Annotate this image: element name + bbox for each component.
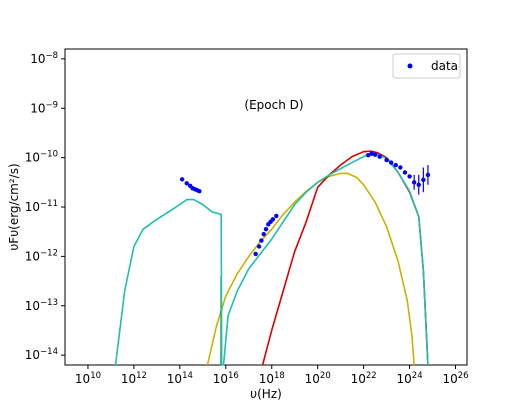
x-tick-label: 1020 (305, 371, 331, 386)
y-tick-label: 10−14 (25, 347, 58, 362)
x-tick-label: 1016 (213, 371, 239, 386)
plot-frame (64, 48, 468, 366)
data-point (377, 154, 382, 159)
x-tick-label: 1018 (259, 371, 285, 386)
data-point (184, 181, 189, 186)
model-curve (261, 150, 429, 366)
legend: data (392, 53, 461, 79)
y-tick-label: 10−11 (25, 199, 58, 214)
data-point (398, 165, 403, 170)
data-point (179, 177, 185, 182)
legend-label: data (431, 59, 458, 73)
axis-ticks: 1010 1012 1014 1016 1018 1020 1022 1024 1026 10−1… (25, 51, 469, 386)
x-tick-label: 1014 (167, 371, 193, 386)
data-point (407, 174, 412, 179)
data-point (393, 162, 398, 168)
x-tick-label: 1010 (75, 371, 101, 386)
data-point (366, 152, 371, 158)
data-point (270, 217, 276, 222)
x-tick-label: 1022 (351, 371, 377, 386)
data-point (402, 170, 408, 175)
y-tick-label: 10−12 (25, 248, 58, 263)
x-tick-label: 1026 (442, 371, 468, 386)
data-point (256, 244, 262, 249)
model-curve (206, 172, 415, 366)
data-points (179, 151, 431, 257)
x-axis-label: υ(Hz) (250, 387, 282, 401)
legend-box (392, 53, 461, 79)
y-tick-label: 10−9 (30, 100, 58, 115)
data-point (388, 160, 394, 165)
data-point (253, 251, 258, 257)
data-point (411, 180, 417, 185)
x-tick-label: 1024 (397, 371, 423, 386)
y-tick-label: 10−8 (30, 51, 58, 66)
data-point (274, 213, 279, 219)
data-point (372, 152, 378, 157)
y-tick-label: 10−13 (25, 298, 58, 313)
data-point (259, 238, 264, 243)
data-point (416, 182, 421, 187)
y-tick-label: 10−10 (25, 150, 58, 165)
x-tick-label: 1012 (121, 371, 147, 386)
data-point (263, 227, 269, 232)
data-point (261, 231, 266, 237)
model-curves (114, 150, 429, 366)
data-point (369, 151, 374, 156)
data-point (197, 189, 202, 194)
epoch-annotation: (Epoch D) (244, 98, 303, 112)
y-axis-label: υFυ(erg/cm²/s) (7, 163, 21, 250)
data-point (425, 172, 431, 178)
data-point (384, 157, 389, 163)
data-point (421, 177, 426, 183)
legend-marker (407, 63, 413, 69)
